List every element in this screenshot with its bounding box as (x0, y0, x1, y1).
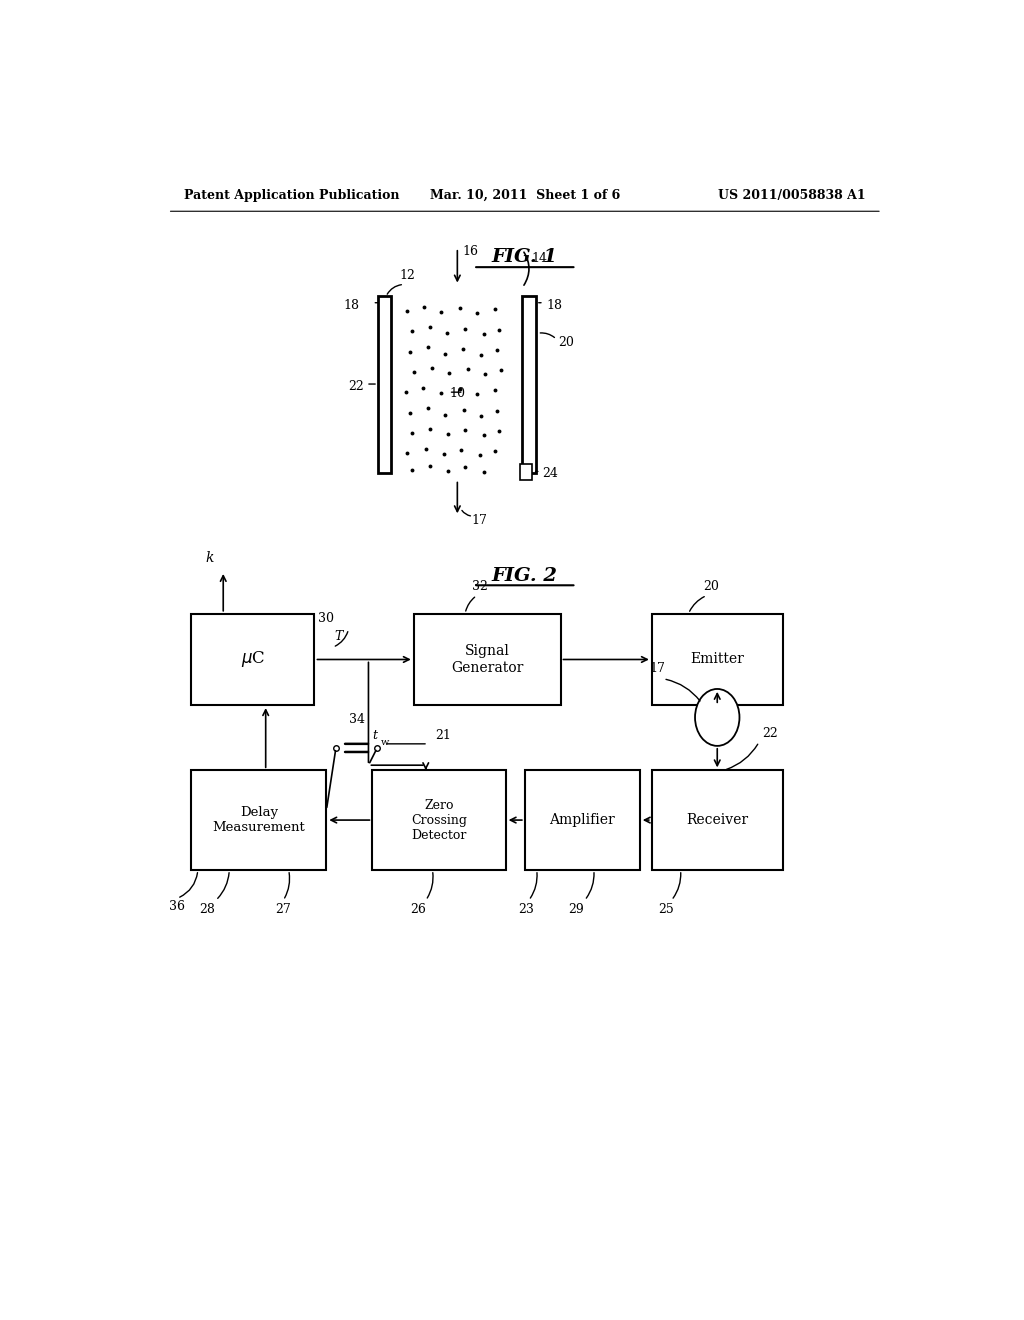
Text: 27: 27 (275, 903, 291, 916)
Bar (414, 614, 560, 705)
Text: Delay
Measurement: Delay Measurement (213, 807, 305, 834)
Text: Mar. 10, 2011  Sheet 1 of 6: Mar. 10, 2011 Sheet 1 of 6 (430, 189, 620, 202)
Bar (524, 771, 640, 870)
Bar (191, 614, 314, 705)
Bar (373, 771, 506, 870)
Text: t: t (373, 729, 378, 742)
Bar (652, 614, 782, 705)
Bar (652, 771, 782, 870)
Text: 23: 23 (518, 903, 535, 916)
Bar (520, 465, 531, 479)
Text: 30: 30 (318, 611, 335, 624)
Text: 20: 20 (702, 581, 719, 594)
Text: 22: 22 (348, 380, 365, 393)
Text: 36: 36 (169, 900, 185, 913)
Text: w: w (381, 738, 389, 747)
Text: 26: 26 (410, 903, 426, 916)
Text: 10: 10 (450, 387, 465, 400)
Text: 29: 29 (568, 903, 585, 916)
Text: 32: 32 (472, 581, 487, 594)
Bar (191, 771, 327, 870)
Text: T: T (334, 630, 343, 643)
Text: 17: 17 (650, 661, 666, 675)
Text: Emitter: Emitter (690, 652, 744, 667)
Text: Zero
Crossing
Detector: Zero Crossing Detector (411, 799, 467, 842)
Text: 28: 28 (200, 903, 215, 916)
Text: 12: 12 (399, 269, 416, 282)
Text: US 2011/0058838 A1: US 2011/0058838 A1 (719, 189, 866, 202)
Text: Receiver: Receiver (686, 813, 749, 828)
Text: 17: 17 (472, 515, 487, 527)
Text: Patent Application Publication: Patent Application Publication (183, 189, 399, 202)
Text: $\mu$C: $\mu$C (241, 649, 265, 669)
Text: 14: 14 (531, 252, 547, 265)
Text: 16: 16 (463, 244, 479, 257)
Text: 18: 18 (546, 298, 562, 312)
Text: 18: 18 (343, 298, 359, 312)
Text: 21: 21 (435, 729, 451, 742)
Bar (378, 296, 391, 474)
Text: Amplifier: Amplifier (550, 813, 615, 828)
Text: FIG. 2: FIG. 2 (492, 568, 558, 585)
Text: 25: 25 (658, 903, 674, 916)
Text: FIG. 1: FIG. 1 (492, 248, 558, 265)
Text: 20: 20 (558, 337, 574, 350)
Text: 22: 22 (762, 727, 777, 739)
Text: k: k (206, 550, 214, 565)
Text: Signal
Generator: Signal Generator (451, 644, 523, 675)
Circle shape (695, 689, 739, 746)
Text: 34: 34 (348, 713, 365, 726)
Bar (522, 296, 536, 474)
Text: 24: 24 (543, 467, 558, 480)
